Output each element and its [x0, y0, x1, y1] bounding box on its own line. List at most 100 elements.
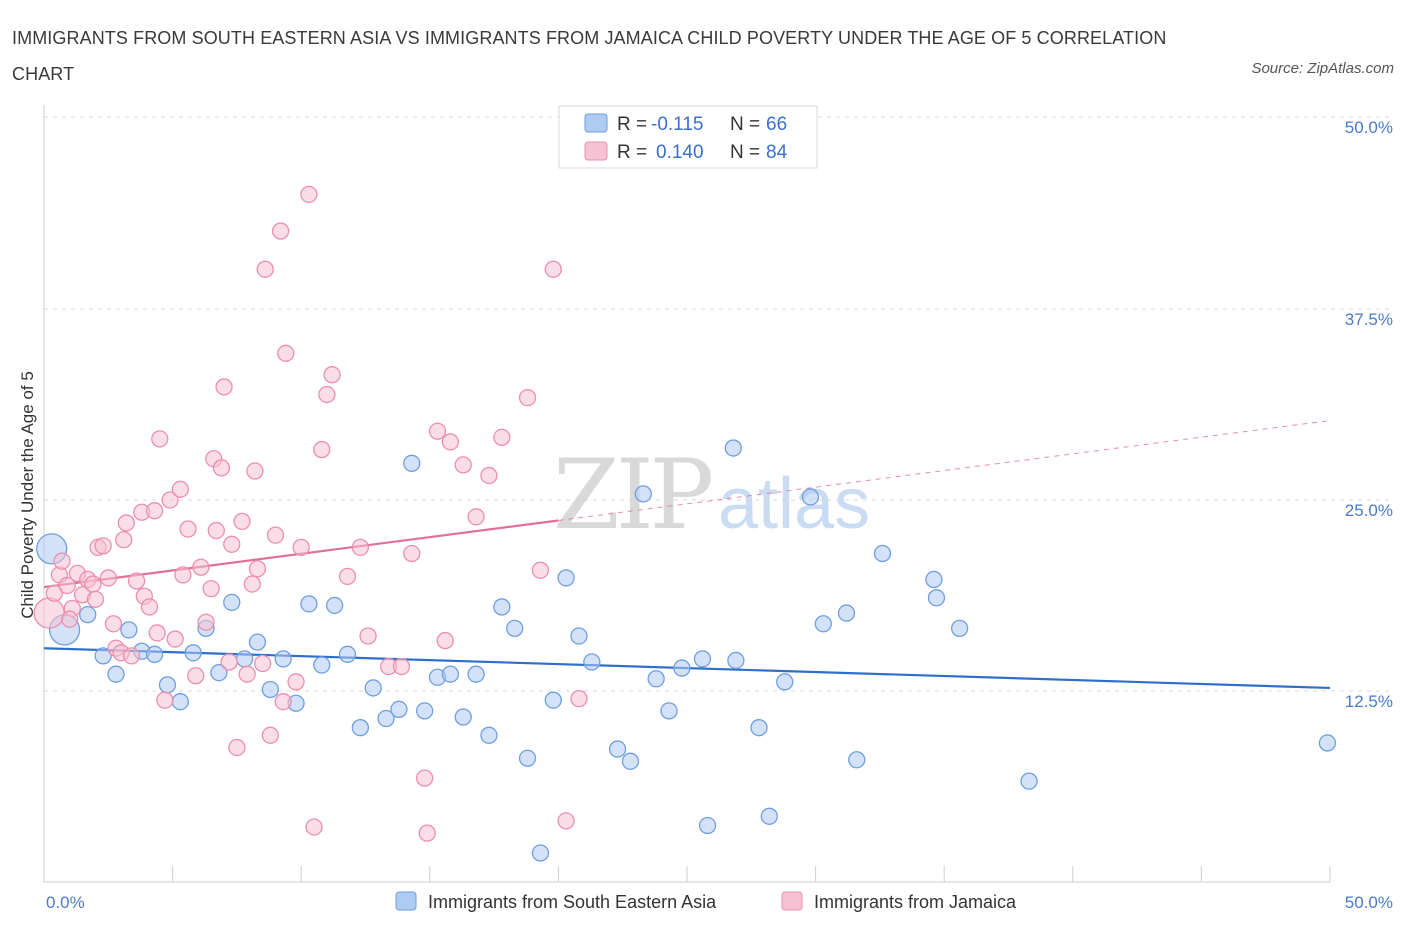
y-tick-label: 37.5%	[1345, 310, 1393, 329]
sea-point	[724, 439, 742, 457]
jamaica-point	[313, 440, 331, 459]
jamaica-point	[531, 561, 550, 579]
sea-point	[467, 665, 485, 683]
jamaica-point	[33, 597, 65, 629]
jamaica-point	[557, 812, 575, 830]
jamaica-point	[145, 502, 164, 520]
sea-point	[274, 650, 292, 668]
sea-point	[145, 645, 164, 663]
legend-r-label-blue: R =	[617, 114, 647, 135]
jamaica-point	[544, 260, 562, 278]
sea-point	[727, 651, 745, 670]
jamaica-point	[392, 657, 411, 676]
jamaica-point	[428, 422, 447, 440]
jamaica-point	[493, 428, 511, 447]
jamaica-point	[287, 673, 305, 691]
sea-point	[493, 598, 511, 616]
series-legend: Immigrants from South Eastern Asia Immig…	[395, 891, 1017, 912]
jamaica-point	[480, 466, 498, 485]
bottom-legend-swatch-blue	[395, 891, 417, 911]
jamaica-point	[127, 572, 146, 590]
jamaica-point	[418, 824, 436, 842]
sea-point	[1020, 772, 1038, 790]
sea-point	[848, 751, 866, 769]
jamaica-point	[220, 653, 238, 671]
jamaica-point	[117, 514, 135, 532]
sea-point	[313, 656, 331, 674]
jamaica-point	[228, 738, 246, 757]
jamaica-point	[292, 538, 310, 557]
jamaica-point	[161, 491, 179, 509]
jamaica-point	[61, 610, 79, 628]
jamaica-point	[166, 630, 184, 648]
sea-point	[235, 650, 254, 668]
jamaica-point	[454, 456, 472, 474]
sea-point	[837, 604, 856, 622]
legend-n-label-blue: N =	[730, 114, 760, 135]
y-tick-label: 50.0%	[1345, 118, 1393, 137]
jamaica-point	[104, 615, 123, 633]
jamaica-point	[271, 222, 290, 240]
legend-n-label-pink: N =	[730, 142, 760, 163]
sea-point	[107, 665, 125, 683]
sea-point	[184, 644, 202, 662]
sea-point	[441, 665, 460, 683]
legend-swatch-pink	[584, 141, 608, 161]
x-axis-ticks	[43, 866, 1331, 882]
jamaica-point	[187, 667, 205, 685]
sea-point	[873, 544, 892, 563]
sea-point	[950, 619, 969, 638]
sea-point	[364, 679, 382, 697]
jamaica-point	[570, 689, 588, 708]
sea-point	[300, 595, 318, 613]
jamaica-point	[261, 726, 279, 744]
sea-point	[120, 621, 138, 639]
x-tick-label: 0.0%	[46, 893, 85, 912]
jamaica-point	[86, 590, 105, 608]
sea-point	[325, 596, 344, 615]
sea-point	[750, 719, 768, 737]
jamaica-point	[238, 665, 256, 683]
sea-point	[621, 752, 640, 770]
jamaica-point	[266, 526, 285, 544]
y-axis-label: Child Poverty Under the Age of 5	[18, 371, 37, 619]
jamaica-point	[441, 433, 460, 451]
jamaica-point	[416, 769, 434, 787]
sea-point	[351, 719, 370, 737]
jamaica-point	[223, 535, 241, 553]
sea-point	[801, 488, 820, 506]
jamaica-point	[248, 560, 267, 578]
jamaica-point	[207, 521, 225, 540]
sea-point	[776, 673, 794, 691]
sea-point	[634, 485, 652, 503]
bottom-legend-swatch-pink	[781, 891, 803, 911]
sea-point	[403, 454, 421, 472]
sea-point	[171, 693, 189, 711]
jamaica-point	[403, 544, 421, 563]
x-tick-label: 50.0%	[1345, 893, 1393, 912]
sea-point	[158, 676, 177, 694]
sea-point	[1318, 734, 1337, 752]
sea-point	[94, 647, 112, 665]
jamaica-point	[53, 552, 71, 570]
correlation-legend: R = -0.115 N = 66 R = 0.140 N = 84	[558, 105, 818, 169]
jamaica-point	[94, 537, 112, 555]
grid-lines	[44, 116, 1392, 692]
sea-point	[927, 589, 946, 607]
legend-r-value-blue: -0.115	[651, 114, 703, 135]
sea-point	[390, 700, 408, 718]
sea-point	[377, 709, 395, 728]
jamaica-point	[156, 691, 174, 709]
jamaica-point	[45, 584, 63, 602]
jamaica-point	[253, 654, 272, 673]
sea-point	[261, 680, 279, 699]
jamaica-point	[197, 613, 215, 631]
sea-point	[570, 627, 588, 645]
chart-title: IMMIGRANTS FROM SOUTH EASTERN ASIA VS IM…	[12, 28, 1167, 84]
sea-point	[814, 615, 832, 633]
jamaica-point	[192, 558, 210, 576]
jamaica-point	[436, 631, 454, 650]
sea-point	[416, 702, 434, 720]
sea-point	[608, 740, 627, 758]
sea-point	[223, 593, 241, 612]
